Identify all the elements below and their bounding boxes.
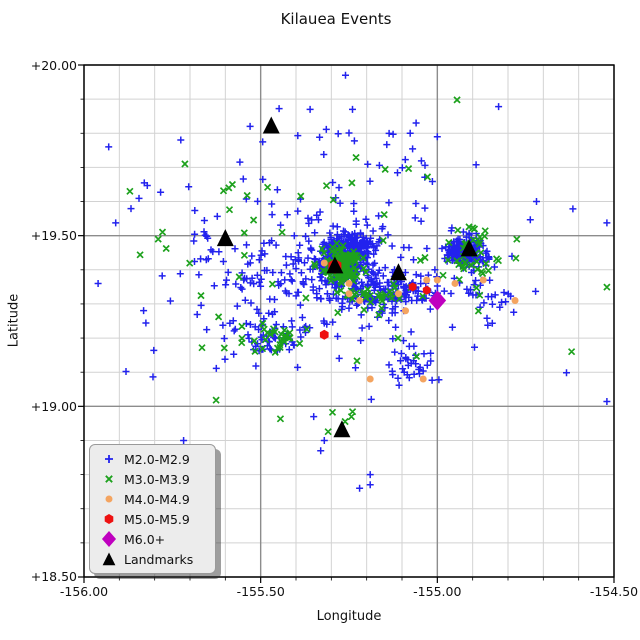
series-M4.0-M4.9 [320, 259, 519, 383]
legend-label: M6.0+ [124, 531, 166, 547]
x-marker-icon [94, 469, 124, 489]
diamond-marker-icon [94, 529, 124, 549]
legend-label: M2.0-M2.9 [124, 451, 190, 467]
legend-label: M3.0-M3.9 [124, 471, 190, 487]
series-layer [94, 71, 611, 492]
x-tick-label: -155.00 [413, 584, 462, 599]
legend-item-m6: M6.0+ [94, 529, 211, 549]
legend-item-m2: M2.0-M2.9 [94, 449, 211, 469]
y-tick-label: +19.50 [30, 228, 77, 243]
hexagon-marker-icon [94, 509, 124, 529]
y-axis-label: Latitude [6, 293, 22, 348]
x-tick-label: -154.50 [589, 584, 639, 599]
axes-frame [83, 64, 615, 578]
legend-label: Landmarks [124, 551, 194, 567]
series-M6.0+ [428, 290, 447, 311]
legend-label: M5.0-M5.9 [124, 511, 190, 527]
legend-item-m5: M5.0-M5.9 [94, 509, 211, 529]
chart-title: Kilauea Events [280, 10, 392, 28]
legend-item-m3: M3.0-M3.9 [94, 469, 211, 489]
legend-item-m4: M4.0-M4.9 [94, 489, 211, 509]
legend: M2.0-M2.9 M3.0-M3.9 M4.0-M4.9 M5.0-M5.9 … [89, 444, 216, 574]
legend-label: M4.0-M4.9 [124, 491, 190, 507]
y-tick-label: +20.00 [30, 58, 77, 73]
plus-marker-icon [94, 449, 124, 469]
triangle-marker-icon [94, 549, 124, 569]
x-tick-label: -156.00 [59, 584, 109, 599]
y-tick-label: +18.50 [30, 569, 77, 584]
x-tick-label: -155.50 [236, 584, 285, 599]
legend-item-landmarks: Landmarks [94, 549, 211, 569]
x-axis-label: Longitude [316, 609, 382, 624]
y-tick-label: +19.00 [30, 399, 77, 414]
series-Landmarks [216, 116, 478, 438]
circle-marker-icon [94, 489, 124, 509]
